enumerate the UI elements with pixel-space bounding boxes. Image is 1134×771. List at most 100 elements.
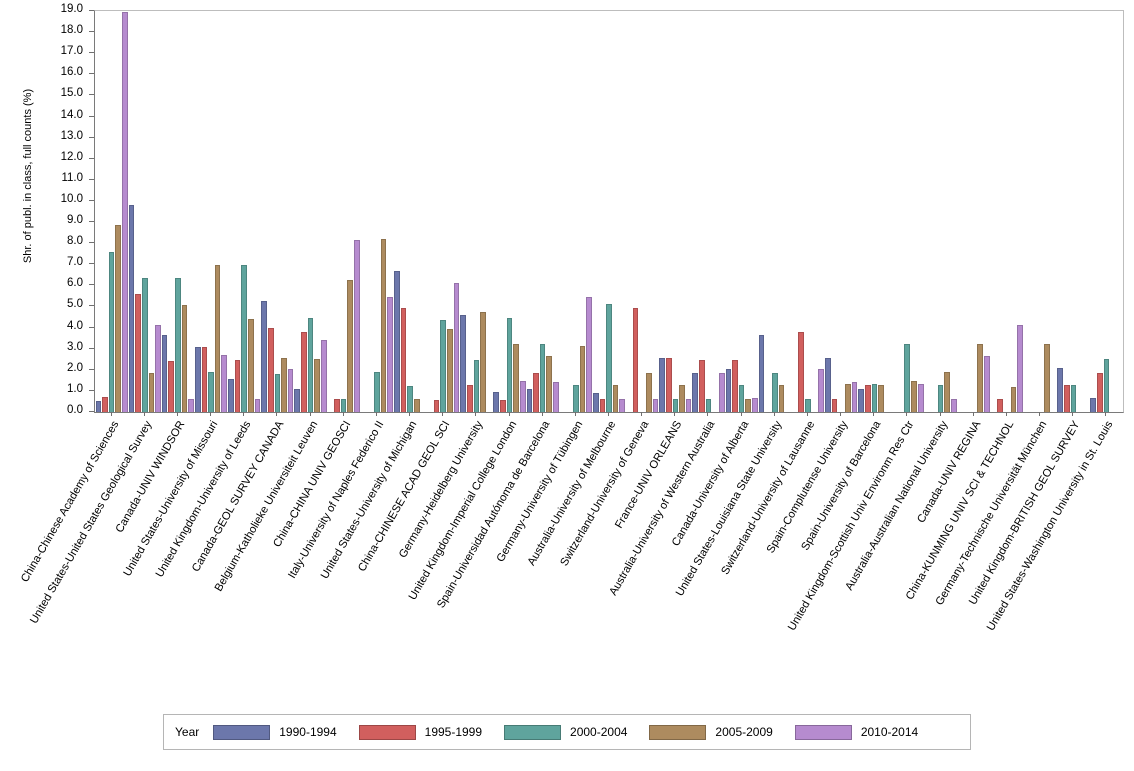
- bar[interactable]: [234, 360, 241, 412]
- bar[interactable]: [519, 381, 526, 412]
- bar[interactable]: [579, 345, 586, 412]
- bar[interactable]: [188, 399, 194, 412]
- bar[interactable]: [539, 344, 546, 412]
- bar[interactable]: [175, 277, 181, 412]
- bar[interactable]: [453, 283, 460, 412]
- bar[interactable]: [997, 399, 1004, 412]
- bar[interactable]: [221, 355, 228, 412]
- bar[interactable]: [1090, 398, 1097, 412]
- bar[interactable]: [155, 325, 161, 412]
- bar[interactable]: [95, 401, 102, 412]
- bar[interactable]: [805, 399, 811, 412]
- bar[interactable]: [831, 399, 838, 412]
- bar[interactable]: [267, 327, 274, 412]
- bar[interactable]: [606, 304, 612, 412]
- bar[interactable]: [400, 307, 407, 412]
- bar[interactable]: [506, 318, 513, 412]
- bar[interactable]: [301, 331, 307, 412]
- bar[interactable]: [135, 293, 141, 412]
- bar[interactable]: [592, 393, 599, 412]
- legend-entry[interactable]: 1995-1999: [358, 724, 482, 740]
- bar[interactable]: [526, 388, 533, 412]
- bar[interactable]: [373, 371, 380, 412]
- bar[interactable]: [533, 372, 539, 412]
- bar[interactable]: [354, 240, 360, 412]
- bar[interactable]: [1057, 367, 1063, 412]
- bar[interactable]: [732, 360, 738, 412]
- bar[interactable]: [752, 398, 758, 412]
- bar[interactable]: [911, 381, 917, 412]
- bar[interactable]: [738, 384, 745, 412]
- bar[interactable]: [1017, 325, 1023, 412]
- bar[interactable]: [950, 399, 957, 412]
- bar[interactable]: [148, 372, 155, 412]
- bar[interactable]: [407, 385, 413, 412]
- bar[interactable]: [546, 356, 553, 412]
- bar[interactable]: [652, 399, 659, 412]
- bar[interactable]: [1070, 384, 1077, 412]
- bar[interactable]: [228, 379, 234, 412]
- bar[interactable]: [771, 372, 778, 412]
- bar[interactable]: [718, 372, 725, 412]
- bar[interactable]: [115, 225, 122, 412]
- bar[interactable]: [380, 238, 387, 412]
- bar[interactable]: [825, 358, 831, 412]
- bar[interactable]: [705, 399, 712, 412]
- bar[interactable]: [108, 251, 115, 412]
- bar[interactable]: [161, 334, 168, 412]
- bar[interactable]: [446, 328, 453, 412]
- bar[interactable]: [307, 318, 314, 412]
- bar[interactable]: [871, 383, 878, 412]
- bar[interactable]: [254, 399, 261, 412]
- bar[interactable]: [632, 307, 639, 412]
- bar[interactable]: [413, 399, 420, 412]
- bar[interactable]: [141, 277, 148, 412]
- bar[interactable]: [778, 384, 785, 412]
- bar[interactable]: [194, 346, 201, 412]
- bar[interactable]: [692, 372, 699, 412]
- bar[interactable]: [248, 319, 254, 412]
- bar[interactable]: [493, 391, 500, 412]
- bar[interactable]: [1097, 372, 1103, 412]
- bar[interactable]: [1103, 359, 1110, 412]
- bar[interactable]: [168, 361, 175, 412]
- bar[interactable]: [122, 12, 128, 412]
- bar[interactable]: [480, 311, 486, 412]
- bar[interactable]: [294, 388, 301, 412]
- bar[interactable]: [553, 382, 559, 412]
- bar[interactable]: [1010, 386, 1017, 412]
- bar[interactable]: [864, 384, 871, 412]
- bar[interactable]: [513, 344, 519, 412]
- bar[interactable]: [500, 400, 506, 412]
- bar[interactable]: [858, 388, 864, 412]
- bar[interactable]: [340, 399, 347, 412]
- bar[interactable]: [612, 384, 619, 412]
- bar[interactable]: [878, 384, 884, 412]
- bar[interactable]: [599, 399, 606, 412]
- bar[interactable]: [758, 334, 765, 412]
- bar[interactable]: [460, 314, 466, 412]
- bar[interactable]: [586, 296, 592, 412]
- bar[interactable]: [208, 371, 214, 412]
- bar[interactable]: [645, 372, 652, 412]
- bar[interactable]: [665, 358, 672, 412]
- bar[interactable]: [937, 384, 944, 412]
- bar[interactable]: [944, 371, 950, 412]
- bar[interactable]: [1043, 344, 1050, 412]
- bar[interactable]: [433, 400, 440, 412]
- legend-entry[interactable]: 2010-2014: [794, 724, 918, 740]
- bar[interactable]: [314, 359, 320, 412]
- bar[interactable]: [904, 344, 911, 412]
- bar[interactable]: [619, 399, 626, 412]
- bar[interactable]: [181, 305, 188, 412]
- bar[interactable]: [102, 397, 108, 412]
- bar[interactable]: [214, 265, 221, 412]
- bar[interactable]: [685, 399, 692, 412]
- bar[interactable]: [725, 368, 732, 412]
- bar[interactable]: [818, 368, 825, 412]
- bar[interactable]: [977, 344, 984, 412]
- bar[interactable]: [473, 360, 480, 412]
- bar[interactable]: [274, 374, 281, 412]
- bar[interactable]: [387, 296, 393, 412]
- bar[interactable]: [128, 205, 135, 412]
